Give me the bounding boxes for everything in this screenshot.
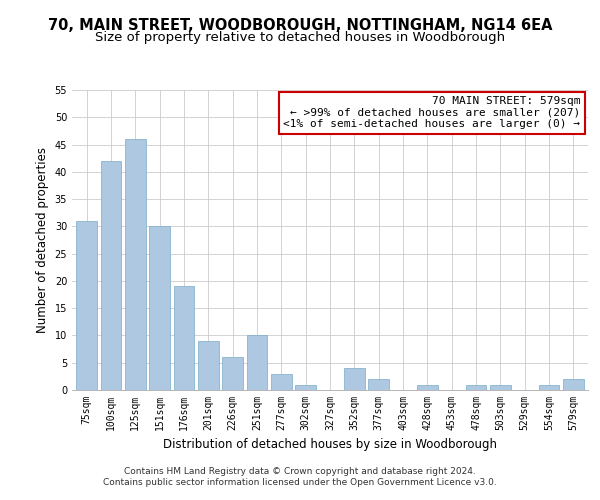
Bar (295, 384, 316, 390)
Bar (173, 286, 194, 390)
Text: Contains public sector information licensed under the Open Government Licence v3: Contains public sector information licen… (103, 478, 497, 487)
Bar (76, 221, 97, 390)
Text: Contains HM Land Registry data © Crown copyright and database right 2024.: Contains HM Land Registry data © Crown c… (124, 467, 476, 476)
Bar (198, 341, 218, 390)
Bar (466, 384, 487, 390)
Text: Size of property relative to detached houses in Woodborough: Size of property relative to detached ho… (95, 31, 505, 44)
Bar (247, 336, 268, 390)
Bar (417, 384, 438, 390)
Bar (222, 358, 243, 390)
Bar (101, 161, 121, 390)
Bar (271, 374, 292, 390)
Bar (125, 139, 146, 390)
Bar (368, 379, 389, 390)
Text: 70 MAIN STREET: 579sqm
← >99% of detached houses are smaller (207)
<1% of semi-d: 70 MAIN STREET: 579sqm ← >99% of detache… (283, 96, 580, 129)
Bar (149, 226, 170, 390)
X-axis label: Distribution of detached houses by size in Woodborough: Distribution of detached houses by size … (163, 438, 497, 452)
Bar (490, 384, 511, 390)
Y-axis label: Number of detached properties: Number of detached properties (36, 147, 49, 333)
Bar (539, 384, 559, 390)
Bar (563, 379, 584, 390)
Bar (344, 368, 365, 390)
Text: 70, MAIN STREET, WOODBOROUGH, NOTTINGHAM, NG14 6EA: 70, MAIN STREET, WOODBOROUGH, NOTTINGHAM… (48, 18, 552, 32)
